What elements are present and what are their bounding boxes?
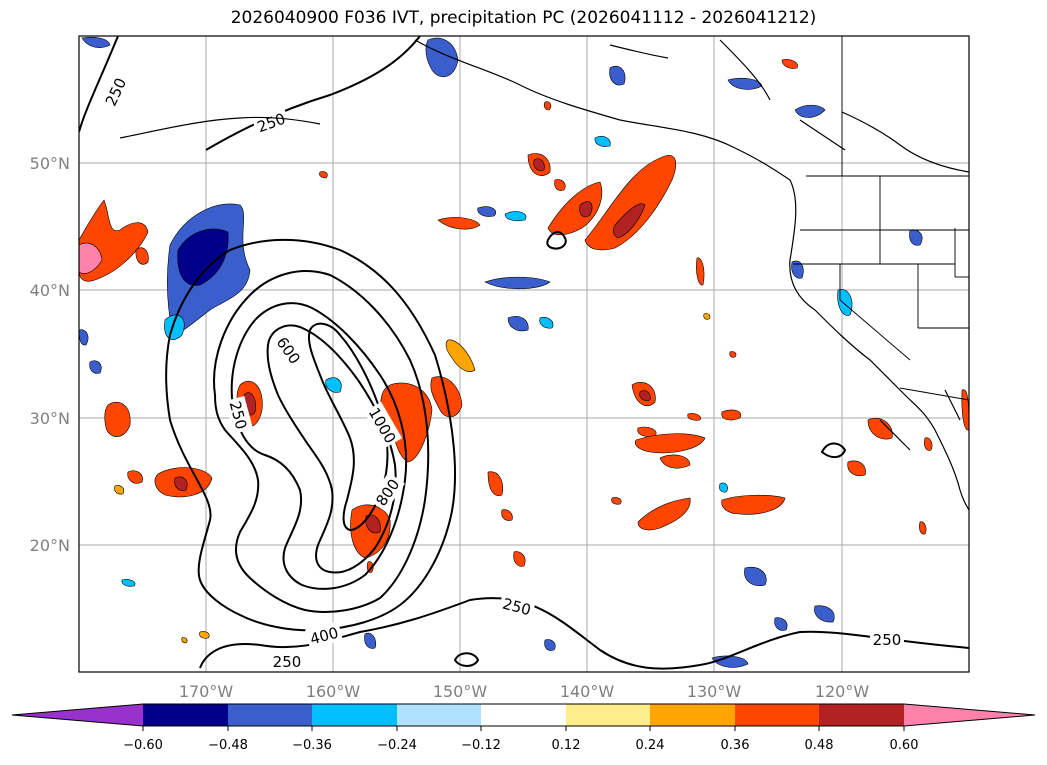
latitude-labels: 50°N 40°N 30°N 20°N [30,154,70,555]
colorbar-tick-label: −0.12 [461,738,501,753]
colorbar-cell [312,704,397,726]
colorbar-cell [481,704,566,726]
lat-label-50n: 50°N [30,154,70,173]
colorbar-tick-label: −0.48 [208,738,248,753]
lat-label-40n: 40°N [30,281,70,300]
map-frame [78,35,970,673]
lon-label-120w: 120°W [815,682,870,701]
colorbar-ticks [142,726,905,731]
colorbar-cell [228,704,312,726]
colorbar-extend-low [12,704,143,726]
map-title: 2026040900 F036 IVT, precipitation PC (2… [230,8,817,28]
colorbar-tick-label: 0.60 [890,738,919,753]
colorbar-cell [735,704,819,726]
lon-label-140w: 140°W [560,682,615,701]
lon-label-170w: 170°W [179,682,234,701]
colorbar-cell [819,704,904,726]
colorbar-cell [566,704,650,726]
colorbar-cells [143,704,904,726]
colorbar-extend-high [904,704,1035,726]
contour-label: 250 [873,631,902,649]
colorbar-tick-label: −0.60 [123,738,163,753]
colorbar-tick-label: 0.24 [636,738,665,753]
longitude-labels: 170°W 160°W 150°W 140°W 130°W 120°W [179,682,870,701]
gridlines [79,36,969,672]
colorbar-tick-label: −0.36 [292,738,332,753]
lat-label-30n: 30°N [30,409,70,428]
lon-label-150w: 150°W [433,682,488,701]
colorbar-cell [397,704,481,726]
colorbar: −0.60 −0.48 −0.36 −0.24 −0.12 0.12 0.24 … [11,703,1036,753]
lat-label-20n: 20°N [30,536,70,555]
colorbar-tick-label: 0.36 [721,738,750,753]
ivt-contours [79,36,969,670]
coastlines [119,39,969,511]
colorbar-cell [650,704,735,726]
colorbar-tick-label: −0.24 [377,738,417,753]
lon-label-160w: 160°W [306,682,361,701]
lon-label-130w: 130°W [687,682,742,701]
positive-anomaly-patches [79,59,969,644]
colorbar-tick-label: 0.48 [805,738,834,753]
contour-label: 250 [273,653,302,671]
negative-anomaly-patches [79,36,923,668]
colorbar-cell [143,704,228,726]
colorbar-tick-label: 0.12 [552,738,581,753]
colorbar-tick-labels: −0.60 −0.48 −0.36 −0.24 −0.12 0.12 0.24 … [123,738,918,753]
map-panel: 250 250 600 250 1000 800 250 400 250 250 [78,35,970,673]
borders [793,36,969,401]
